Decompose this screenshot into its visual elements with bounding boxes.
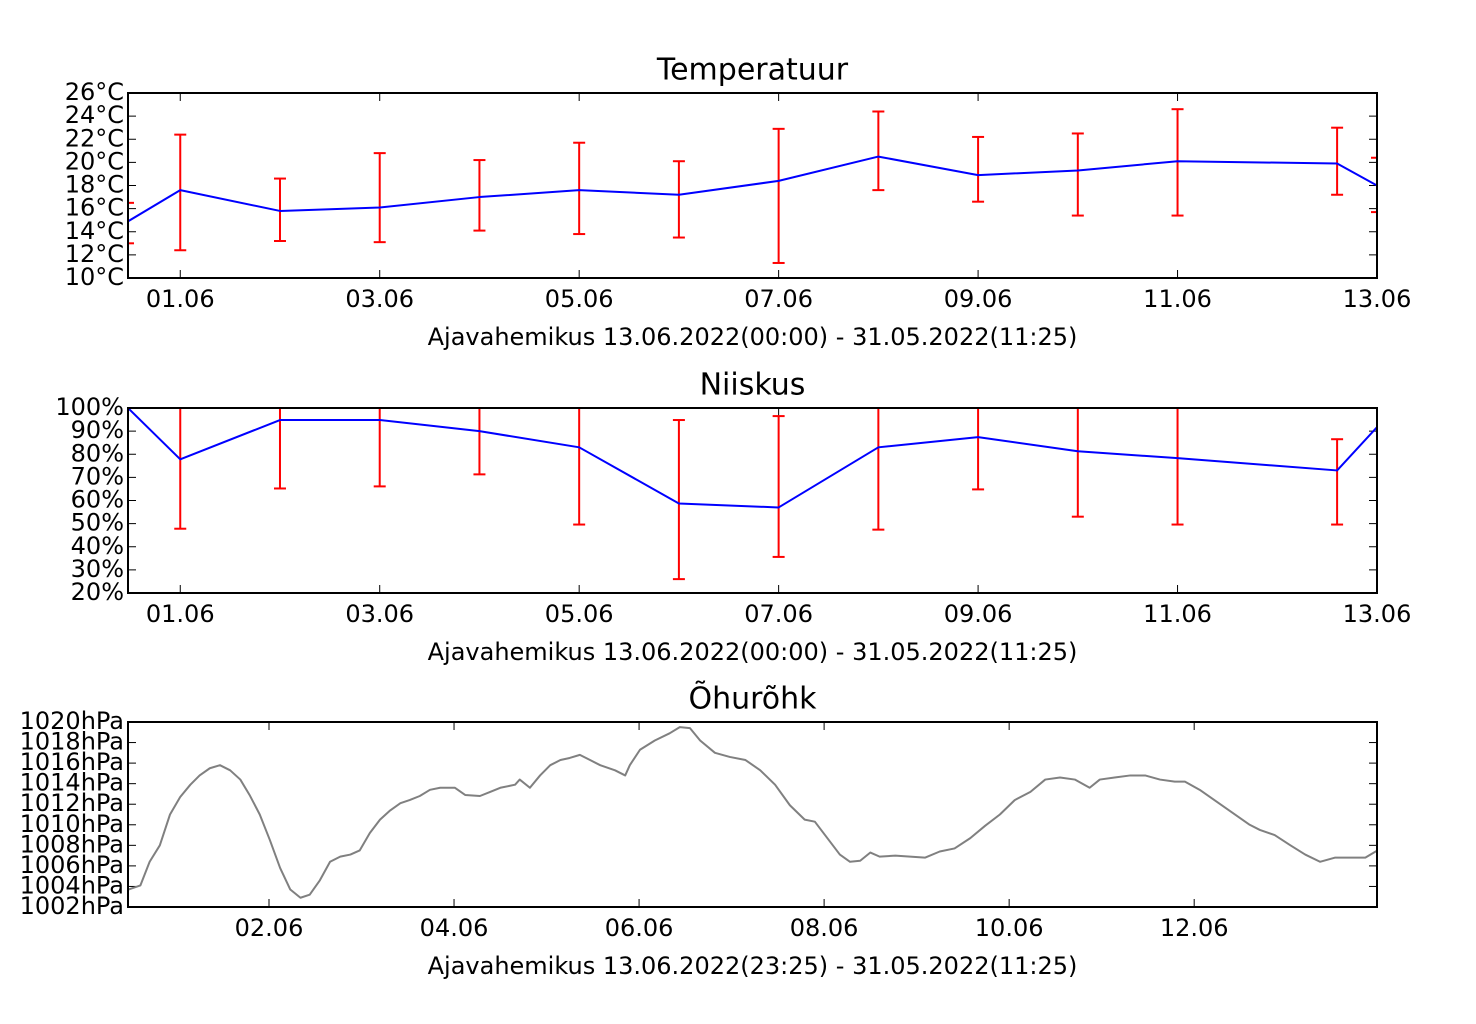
x-axis-label: Ajavahemikus 13.06.2022(23:25) - 31.05.2… <box>428 952 1078 980</box>
y-tick-label: 100% <box>55 393 124 421</box>
error-bar <box>672 419 685 581</box>
y-tick-label: 1012hPa <box>20 789 124 817</box>
y-tick-label: 1008hPa <box>20 830 124 858</box>
x-tick-label: 13.06 <box>1343 600 1412 628</box>
y-tick-label: 18°C <box>65 171 124 199</box>
y-tick-label: 70% <box>71 462 124 490</box>
y-tick-label: 20°C <box>65 147 124 175</box>
error-bar <box>672 160 685 239</box>
data-line <box>128 726 1377 899</box>
error-bar <box>573 141 586 236</box>
x-tick-label: 07.06 <box>744 600 813 628</box>
y-tick-label: 1006hPa <box>20 851 124 879</box>
x-tick-label: 09.06 <box>944 600 1013 628</box>
y-tick-label: 10°C <box>65 263 124 291</box>
error-bar <box>1071 132 1084 217</box>
x-tick-label: 05.06 <box>545 600 614 628</box>
error-bar <box>473 159 486 232</box>
y-tick-label: 40% <box>71 532 124 560</box>
y-tick-label: 20% <box>71 578 124 606</box>
x-tick-label: 03.06 <box>345 600 414 628</box>
x-tick-label: 03.06 <box>345 285 414 313</box>
x-tick-label: 06.06 <box>605 914 674 942</box>
plot-frame <box>127 721 1378 908</box>
x-tick-label: 09.06 <box>944 285 1013 313</box>
x-tick-label: 13.06 <box>1343 285 1412 313</box>
error-bar <box>972 135 985 203</box>
x-axis-label: Ajavahemikus 13.06.2022(00:00) - 31.05.2… <box>428 323 1078 351</box>
error-bar <box>1371 156 1377 214</box>
y-tick-label: 80% <box>71 439 124 467</box>
y-tick-label: 12°C <box>65 240 124 268</box>
x-tick-label: 08.06 <box>790 914 859 942</box>
x-tick-label: 10.06 <box>975 914 1044 942</box>
chart-title: Õhurõhk <box>688 680 817 717</box>
chart-panel: Õhurõhk Ajavahemikus 13.06.2022(23:25) - … <box>20 680 1378 980</box>
y-tick-label: 90% <box>71 416 124 444</box>
plot-frame <box>127 92 1378 279</box>
data-line <box>128 408 1377 509</box>
y-tick-label: 60% <box>71 486 124 514</box>
y-tick-label: 1014hPa <box>20 769 124 797</box>
x-tick-label: 01.06 <box>146 285 215 313</box>
error-bar <box>1331 126 1344 196</box>
data-line <box>128 155 1377 223</box>
error-bar <box>373 152 386 244</box>
x-tick-label: 01.06 <box>146 600 215 628</box>
error-bar <box>174 133 187 252</box>
x-tick-label: 11.06 <box>1143 285 1212 313</box>
error-bar <box>772 127 785 264</box>
y-tick-label: 26°C <box>65 78 124 106</box>
chart-title: Temperatuur <box>656 53 849 88</box>
error-bar <box>1171 108 1184 217</box>
y-tick-label: 1004hPa <box>20 871 124 899</box>
x-tick-label: 05.06 <box>545 285 614 313</box>
chart-title: Niiskus <box>700 368 806 403</box>
x-tick-label: 11.06 <box>1143 600 1212 628</box>
y-tick-label: 24°C <box>65 101 124 129</box>
chart-panel: Niiskus Ajavahemikus 13.06.2022(00:00) - … <box>55 368 1412 667</box>
error-bar <box>128 201 134 245</box>
y-tick-label: 1018hPa <box>20 728 124 756</box>
error-bar <box>273 177 286 242</box>
y-tick-label: 1002hPa <box>20 892 124 920</box>
y-tick-label: 50% <box>71 509 124 537</box>
y-tick-label: 22°C <box>65 124 124 152</box>
y-tick-label: 1010hPa <box>20 810 124 838</box>
chart-panel: Temperatuur Ajavahemikus 13.06.2022(00:00… <box>65 53 1412 352</box>
y-tick-label: 16°C <box>65 194 124 222</box>
error-bar <box>872 110 885 192</box>
error-bar <box>772 415 785 558</box>
y-tick-label: 1016hPa <box>20 748 124 776</box>
y-tick-label: 30% <box>71 555 124 583</box>
x-tick-label: 07.06 <box>744 285 813 313</box>
x-tick-label: 02.06 <box>235 914 304 942</box>
y-tick-label: 14°C <box>65 217 124 245</box>
error-bar <box>1331 438 1344 526</box>
y-tick-label: 1020hPa <box>20 707 124 735</box>
plot-frame <box>127 407 1378 594</box>
x-axis-label: Ajavahemikus 13.06.2022(00:00) - 31.05.2… <box>428 638 1078 666</box>
x-tick-label: 12.06 <box>1160 914 1229 942</box>
x-tick-label: 04.06 <box>420 914 489 942</box>
